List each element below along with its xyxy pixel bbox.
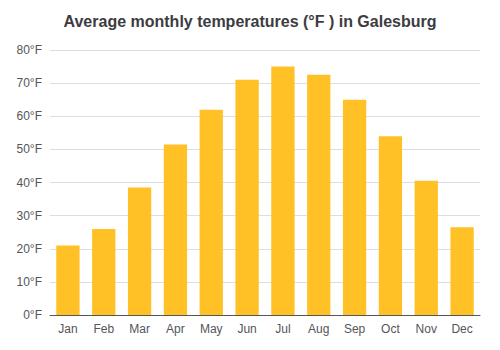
svg-text:May: May: [200, 322, 223, 336]
svg-text:Oct: Oct: [381, 322, 400, 336]
svg-text:Average monthly temperatures (: Average monthly temperatures (°F ) in Ga…: [64, 13, 437, 30]
svg-text:80°F: 80°F: [17, 43, 42, 57]
svg-text:40°F: 40°F: [17, 176, 42, 190]
svg-text:Jun: Jun: [237, 322, 256, 336]
svg-text:Jan: Jan: [58, 322, 77, 336]
svg-text:Aug: Aug: [308, 322, 329, 336]
svg-text:Feb: Feb: [93, 322, 114, 336]
svg-text:Dec: Dec: [451, 322, 472, 336]
svg-text:Jul: Jul: [275, 322, 290, 336]
svg-text:Mar: Mar: [129, 322, 150, 336]
svg-text:70°F: 70°F: [17, 76, 42, 90]
svg-text:Nov: Nov: [416, 322, 437, 336]
svg-text:50°F: 50°F: [17, 142, 42, 156]
svg-text:Sep: Sep: [344, 322, 366, 336]
svg-text:60°F: 60°F: [17, 109, 42, 123]
svg-text:20°F: 20°F: [17, 242, 42, 256]
svg-text:10°F: 10°F: [17, 275, 42, 289]
svg-text:30°F: 30°F: [17, 209, 42, 223]
svg-text:Apr: Apr: [166, 322, 185, 336]
svg-text:0°F: 0°F: [23, 308, 42, 322]
